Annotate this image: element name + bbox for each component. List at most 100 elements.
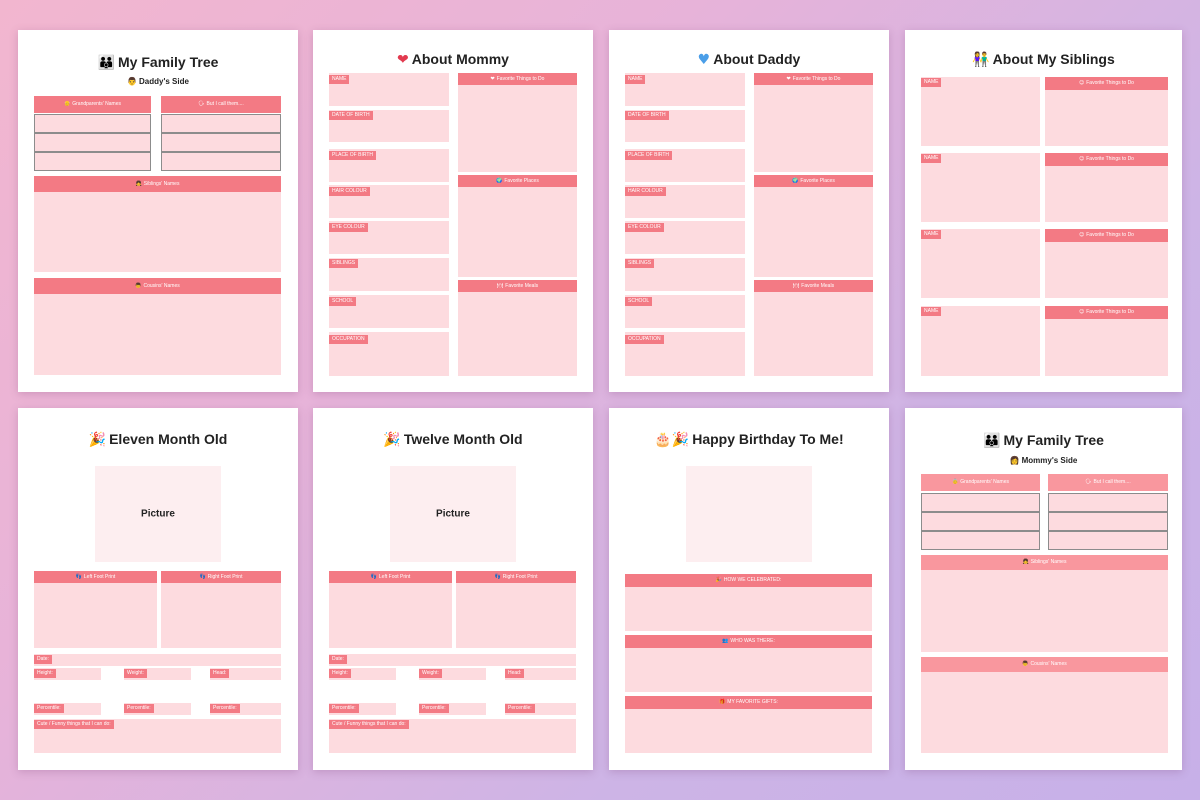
cousins-field[interactable] bbox=[34, 294, 281, 375]
footprints-icon: 👣 bbox=[199, 573, 206, 580]
hair-colour-label: HAIR COLOUR bbox=[625, 187, 666, 196]
cousins-field[interactable] bbox=[921, 672, 1168, 753]
grandparent-name-field[interactable] bbox=[34, 114, 151, 133]
how-we-celebrated-field[interactable] bbox=[625, 587, 872, 631]
boy-icon: 👦 bbox=[1022, 661, 1029, 667]
favorite-meals-field[interactable] bbox=[754, 292, 873, 376]
boy-icon: 👦 bbox=[135, 282, 142, 289]
sibling-name-field[interactable] bbox=[921, 306, 1040, 376]
page-about-daddy: ♥ About Daddy NAME DATE OF BIRTH PLACE OF… bbox=[609, 30, 889, 392]
family-icon: 👪 bbox=[983, 433, 1001, 449]
grandparent-name-field[interactable] bbox=[34, 152, 151, 171]
favorite-meals-header: 🍽 Favorite Meals bbox=[754, 280, 873, 292]
favorite-places-header: 🌍 Favorite Places bbox=[458, 175, 577, 187]
page-title: 👪 My Family Tree bbox=[97, 54, 219, 71]
page-happy-birthday: 🎂🎉 Happy Birthday To Me! 🎉 HOW WE CELEBRAT… bbox=[609, 408, 889, 770]
heart-icon: ❤ bbox=[786, 75, 791, 82]
who-was-there-header: 👥 WHO WAS THERE: bbox=[625, 635, 872, 648]
page-eleven-month-old: 🎉 Eleven Month Old Picture 👣 Left Foot Pri… bbox=[18, 408, 298, 770]
picture-frame[interactable] bbox=[686, 466, 812, 562]
call-them-header: 🗣 But I call them.... bbox=[161, 96, 281, 113]
who-was-there-field[interactable] bbox=[625, 648, 872, 692]
call-them-field[interactable] bbox=[1048, 531, 1168, 550]
people-icon: 👥 bbox=[722, 638, 729, 644]
hair-colour-label: HAIR COLOUR bbox=[329, 187, 370, 196]
picture-frame[interactable]: Picture bbox=[390, 466, 516, 562]
siblings-field[interactable] bbox=[921, 570, 1168, 652]
picture-label: Picture bbox=[436, 508, 470, 520]
right-foot-print-field[interactable] bbox=[161, 583, 281, 648]
sibling-name-field[interactable] bbox=[921, 229, 1040, 298]
call-them-field[interactable] bbox=[161, 133, 281, 152]
picture-frame[interactable]: Picture bbox=[95, 466, 221, 562]
date-label: Date: bbox=[329, 655, 347, 664]
girl-icon: 👧 bbox=[1022, 559, 1029, 565]
page-subtitle: 👨 Daddy's Side bbox=[127, 77, 189, 86]
footprints-icon: 👣 bbox=[370, 573, 377, 580]
sibling-name-field[interactable] bbox=[921, 153, 1040, 222]
favorite-things-field[interactable] bbox=[1045, 90, 1168, 146]
woman-icon: 👩 bbox=[1009, 456, 1020, 465]
call-them-field[interactable] bbox=[1048, 512, 1168, 531]
cousins-header: 👦 Cousins' Names bbox=[921, 657, 1168, 672]
favorite-things-field[interactable] bbox=[458, 85, 577, 172]
page-title: ❤ About Mommy bbox=[397, 51, 509, 68]
percentile-label: Percentile: bbox=[210, 704, 240, 713]
date-label: Date: bbox=[34, 655, 52, 664]
party-popper-icon: 🎉 bbox=[88, 432, 107, 448]
left-foot-print-field[interactable] bbox=[34, 583, 157, 648]
eye-colour-label: EYE COLOUR bbox=[625, 223, 664, 232]
favorite-things-field[interactable] bbox=[1045, 319, 1168, 376]
gift-icon: 🎁 bbox=[719, 699, 726, 705]
right-foot-print-header: 👣 Right Foot Print bbox=[456, 571, 576, 583]
page-family-tree-mommy: 👪 My Family Tree 👩 Mommy's Side 👵 Grandpare… bbox=[905, 408, 1182, 770]
grandparent-name-field[interactable] bbox=[921, 531, 1040, 550]
favorite-places-field[interactable] bbox=[458, 187, 577, 277]
favorite-places-field[interactable] bbox=[754, 187, 873, 277]
funny-things-label: Cute / Funny things that I can do: bbox=[329, 720, 409, 729]
footprints-icon: 👣 bbox=[494, 573, 501, 580]
left-foot-print-field[interactable] bbox=[329, 583, 452, 648]
percentile-label: Percentile: bbox=[419, 704, 449, 713]
speaking-icon: 🗣 bbox=[198, 101, 205, 107]
page-about-mommy: ❤ About Mommy NAME DATE OF BIRTH PLACE OF… bbox=[313, 30, 593, 392]
favorite-things-field[interactable] bbox=[754, 85, 873, 172]
percentile-label: Percentile: bbox=[124, 704, 154, 713]
favorite-gifts-field[interactable] bbox=[625, 709, 872, 753]
place-of-birth-label: PLACE OF BIRTH bbox=[329, 151, 377, 160]
sibling-name-field[interactable] bbox=[921, 77, 1040, 146]
date-field[interactable] bbox=[34, 654, 281, 666]
favorite-things-header: ☺ Favorite Things to Do bbox=[1045, 306, 1168, 319]
siblings-icon: 👫 bbox=[972, 52, 990, 68]
call-them-field[interactable] bbox=[161, 152, 281, 171]
name-label: NAME bbox=[921, 154, 942, 163]
siblings-field[interactable] bbox=[34, 192, 281, 272]
funny-things-label: Cute / Funny things that I can do: bbox=[34, 720, 114, 729]
grandparent-name-field[interactable] bbox=[921, 512, 1040, 531]
girl-icon: 👧 bbox=[135, 180, 142, 187]
favorite-things-field[interactable] bbox=[1045, 166, 1168, 222]
speaking-icon: 🗣 bbox=[1085, 479, 1092, 485]
date-field[interactable] bbox=[329, 654, 576, 666]
favorite-things-header: ❤ Favorite Things to Do bbox=[458, 73, 577, 85]
call-them-field[interactable] bbox=[1048, 493, 1168, 512]
page-title: 🎂🎉 Happy Birthday To Me! bbox=[654, 431, 844, 448]
call-them-field[interactable] bbox=[161, 114, 281, 133]
right-foot-print-field[interactable] bbox=[456, 583, 576, 648]
smile-icon: ☺ bbox=[1079, 309, 1085, 315]
page-about-siblings: 👫 About My Siblings NAME ☺ Favorite Things… bbox=[905, 30, 1182, 392]
favorite-things-header: ❤ Favorite Things to Do bbox=[754, 73, 873, 85]
page-title: ♥ About Daddy bbox=[697, 51, 801, 68]
name-label: NAME bbox=[921, 230, 942, 239]
grandparent-name-field[interactable] bbox=[34, 133, 151, 152]
school-label: SCHOOL bbox=[329, 297, 357, 306]
page-family-tree-daddy: 👪 My Family Tree 👨 Daddy's Side 👴 Grandpare… bbox=[18, 30, 298, 392]
favorite-gifts-header: 🎁 MY FAVORITE GIFTS: bbox=[625, 696, 872, 709]
grandparents-header: 👴 Grandparents' Names bbox=[34, 96, 151, 113]
man-icon: 👨 bbox=[127, 77, 138, 86]
favorite-meals-field[interactable] bbox=[458, 292, 577, 376]
favorite-things-field[interactable] bbox=[1045, 242, 1168, 298]
picture-label: Picture bbox=[141, 508, 175, 520]
grandparent-name-field[interactable] bbox=[921, 493, 1040, 512]
plate-icon: 🍽 bbox=[496, 282, 504, 289]
